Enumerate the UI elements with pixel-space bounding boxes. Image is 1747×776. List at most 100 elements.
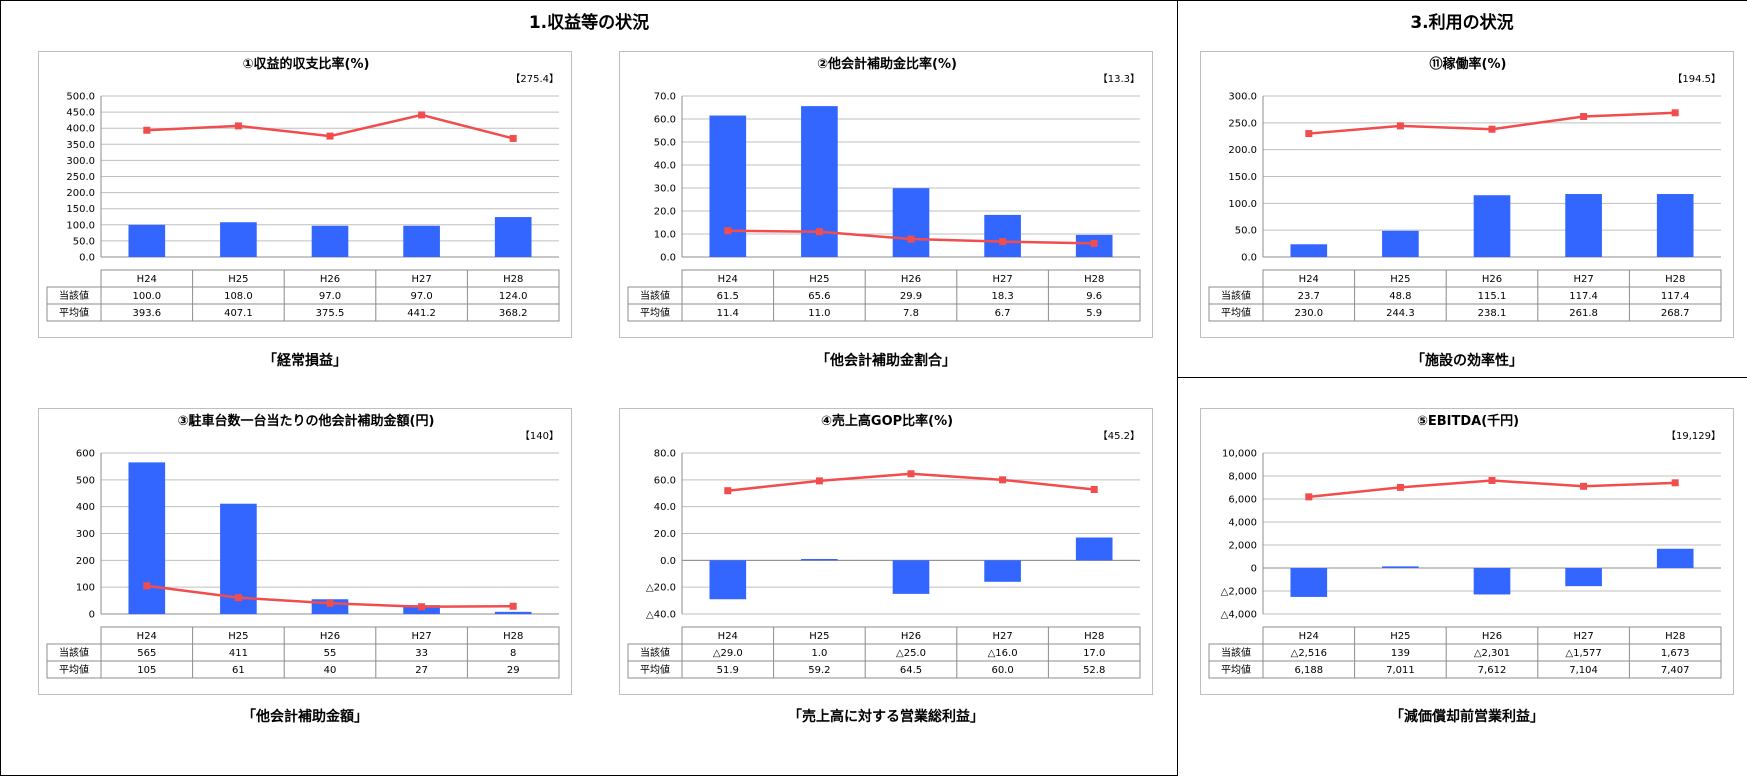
line-point bbox=[724, 227, 732, 235]
table-value: 11.4 bbox=[717, 308, 739, 319]
y-tick-label: 100 bbox=[76, 583, 95, 594]
table-value: 124.0 bbox=[499, 291, 528, 302]
x-category-label: H28 bbox=[503, 631, 523, 642]
x-category-label: H26 bbox=[1482, 631, 1502, 642]
table-value: 23.7 bbox=[1298, 291, 1320, 302]
y-tick-label: 300 bbox=[76, 529, 95, 540]
y-tick-label: 150.0 bbox=[1228, 172, 1257, 183]
table-value: 60.0 bbox=[991, 665, 1013, 676]
table-row-label: 平均値 bbox=[640, 663, 670, 676]
table-value: 29 bbox=[507, 665, 520, 676]
table-value: △2,301 bbox=[1474, 648, 1510, 659]
y-tick-label: 10,000 bbox=[1222, 449, 1257, 460]
line-point bbox=[815, 477, 823, 485]
line-point bbox=[143, 126, 151, 134]
table-value: △29.0 bbox=[713, 648, 743, 659]
chart-c4: ④売上高GOP比率(%) 【45.2】 △40.0 △20.0 0.0 20.0 40.0 6… bbox=[627, 413, 1141, 679]
bar bbox=[892, 560, 930, 594]
y-tick-label: 8,000 bbox=[1228, 472, 1257, 483]
chart-caption: 「他会計補助金額」 bbox=[242, 709, 368, 725]
table-value: 238.1 bbox=[1478, 308, 1507, 319]
x-category-label: H27 bbox=[992, 274, 1012, 285]
chart-note: 【13.3】 bbox=[1098, 73, 1140, 85]
y-tick-label: 6,000 bbox=[1228, 495, 1257, 506]
y-tick-label: 80.0 bbox=[654, 449, 676, 460]
table-value: 108.0 bbox=[224, 291, 253, 302]
y-tick-label: 100.0 bbox=[1228, 199, 1257, 210]
bar bbox=[892, 188, 930, 257]
y-tick-label: 350.0 bbox=[66, 140, 95, 151]
y-tick-label: 0.0 bbox=[1241, 253, 1257, 264]
bar bbox=[709, 560, 747, 600]
chart-title: ⑪稼働率(%) bbox=[1430, 56, 1507, 72]
bar bbox=[494, 217, 532, 257]
y-tick-label: △4,000 bbox=[1221, 610, 1257, 621]
y-tick-label: 4,000 bbox=[1228, 518, 1257, 529]
table-value: 100.0 bbox=[132, 291, 161, 302]
x-category-label: H25 bbox=[228, 274, 248, 285]
line-point bbox=[907, 235, 915, 243]
chart-panel-c11: ⑪稼働率(%) 【194.5】 0.0 50.0 100.0 150.0 200.0 250.… bbox=[1200, 51, 1734, 338]
bar bbox=[1473, 568, 1511, 595]
table-value: 230.0 bbox=[1294, 308, 1323, 319]
table-value: 51.9 bbox=[717, 665, 739, 676]
chart-panel-c2: ②他会計補助金比率(%) 【13.3】 0.0 10.0 20.0 30.0 40.0 50.… bbox=[619, 51, 1153, 338]
bar bbox=[1656, 548, 1694, 568]
chart-title: ②他会計補助金比率(%) bbox=[817, 56, 957, 72]
table-value: 5.9 bbox=[1086, 308, 1102, 319]
y-tick-label: 40.0 bbox=[654, 502, 676, 513]
table-row-label: 平均値 bbox=[640, 306, 670, 319]
y-tick-label: 200 bbox=[76, 556, 95, 567]
table-value: 407.1 bbox=[224, 308, 253, 319]
bar bbox=[1565, 568, 1602, 587]
x-category-label: H26 bbox=[901, 274, 921, 285]
bar bbox=[1656, 193, 1694, 257]
chart-note: 【19,129】 bbox=[1666, 430, 1721, 442]
line-point bbox=[999, 238, 1007, 246]
chart-caption: 「減価償却前営業利益」 bbox=[1390, 709, 1544, 725]
table-value: 411 bbox=[229, 648, 248, 659]
y-tick-label: 0.0 bbox=[79, 253, 95, 264]
chart-caption: 「他会計補助金割合」 bbox=[816, 353, 956, 369]
x-category-label: H25 bbox=[228, 631, 248, 642]
table-value: 393.6 bbox=[132, 308, 161, 319]
table-value: 7,104 bbox=[1569, 665, 1598, 676]
table-value: 33 bbox=[415, 648, 428, 659]
bar bbox=[494, 611, 532, 614]
table-value: 9.6 bbox=[1086, 291, 1102, 302]
x-category-label: H24 bbox=[137, 631, 157, 642]
table-value: 8 bbox=[510, 648, 516, 659]
line-point bbox=[1396, 483, 1404, 491]
bar bbox=[403, 225, 440, 257]
bar bbox=[220, 222, 257, 257]
table-value: 1.0 bbox=[811, 648, 827, 659]
x-category-label: H27 bbox=[411, 631, 431, 642]
chart-title: ①収益的収支比率(%) bbox=[243, 56, 370, 72]
table-value: 17.0 bbox=[1083, 648, 1105, 659]
table-value: 7.8 bbox=[903, 308, 919, 319]
chart-note: 【194.5】 bbox=[1672, 73, 1721, 85]
bar bbox=[1565, 193, 1602, 257]
chart-panel-c5: ⑤EBITDA(千円) 【19,129】 △4,000 △2,000 0 2,000 4,0… bbox=[1200, 408, 1734, 695]
line-point bbox=[1396, 122, 1404, 130]
chart-title: ④売上高GOP比率(%) bbox=[821, 413, 953, 429]
chart-panel-c1: ①収益的収支比率(%) 【275.4】 0.0 50.0 100.0 150.0 200.0… bbox=[38, 51, 572, 338]
chart-c3: ③駐車台数一台当たりの他会計補助金額(円) 【140】 0 100 200 300 400 5… bbox=[46, 413, 560, 679]
y-tick-label: 300.0 bbox=[66, 156, 95, 167]
table-value: 6.7 bbox=[995, 308, 1011, 319]
table-value: 11.0 bbox=[808, 308, 830, 319]
x-category-label: H24 bbox=[137, 274, 157, 285]
table-row-label: 当該値 bbox=[1221, 646, 1251, 659]
table-value: 61 bbox=[232, 665, 245, 676]
chart-c1: ①収益的収支比率(%) 【275.4】 0.0 50.0 100.0 150.0 200.0… bbox=[46, 56, 560, 322]
line-point bbox=[234, 594, 242, 602]
right-section-frame bbox=[1177, 0, 1747, 378]
table-value: 59.2 bbox=[808, 665, 830, 676]
x-category-label: H24 bbox=[1299, 631, 1319, 642]
chart-panel-c4: ④売上高GOP比率(%) 【45.2】 △40.0 △20.0 0.0 20.0 40.0 6… bbox=[619, 408, 1153, 695]
table-value: 244.3 bbox=[1386, 308, 1415, 319]
bar bbox=[128, 224, 166, 257]
y-tick-label: 20.0 bbox=[654, 207, 676, 218]
table-row-label: 平均値 bbox=[59, 663, 89, 676]
chart-caption: 「施設の効率性」 bbox=[1411, 353, 1523, 369]
